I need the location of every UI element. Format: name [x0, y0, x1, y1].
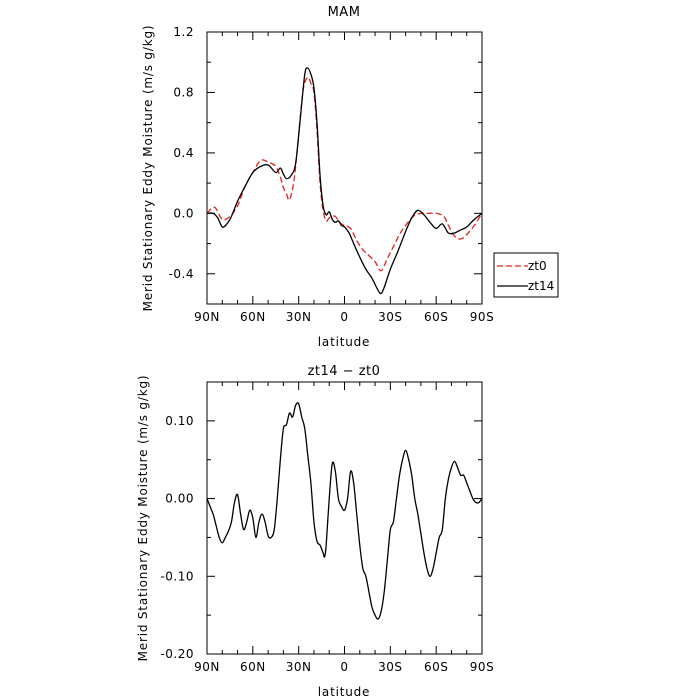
top-axis-ticks	[206, 31, 483, 304]
top-x-tick-labels: 90N 60N 30N 0 30S 60S 90S	[194, 310, 494, 324]
bottom-x-tick-label: 90S	[470, 660, 494, 674]
legend-box	[493, 252, 559, 298]
top-y-axis-label: Merid Stationary Eddy Moisture (m/s g/kg…	[141, 25, 155, 312]
bottom-x-tick-label: 30N	[286, 660, 312, 674]
top-y-tick-label: 0.8	[173, 85, 194, 99]
bottom-x-axis-label: latitude	[318, 685, 370, 699]
bottom-y-tick-labels: -0.20 -0.10 0.00 0.10	[160, 414, 194, 661]
bottom-x-tick-label: 60S	[424, 660, 448, 674]
top-y-tick-label: 0.0	[173, 206, 194, 220]
top-x-tick-label: 90N	[194, 310, 220, 324]
top-y-tick-label: 0.4	[173, 146, 194, 160]
top-x-tick-label: 60S	[424, 310, 448, 324]
bottom-y-axis-label: Merid Stationary Eddy Moisture (m/s g/kg…	[136, 375, 150, 662]
bottom-y-tick-label: -0.10	[160, 569, 194, 583]
top-x-tick-label: 0	[340, 310, 348, 324]
top-x-tick-label: 90S	[470, 310, 494, 324]
top-x-tick-label: 30N	[286, 310, 312, 324]
legend-label-zt14: zt14	[528, 279, 554, 293]
bottom-axis-ticks	[206, 381, 483, 655]
legend: zt0 zt14	[493, 252, 559, 298]
bottom-series-line-difference	[206, 402, 483, 620]
bottom-series-lines	[206, 402, 483, 620]
top-panel: MAM 90N 60N 30N 0 30S 60S 90S -0.4 0.0 0.4 0.8 1.2…	[141, 5, 559, 349]
bottom-y-tick-label: 0.00	[165, 492, 194, 506]
bottom-x-tick-label: 60N	[240, 660, 266, 674]
bottom-y-tick-label: -0.20	[160, 647, 194, 661]
bottom-chart-title: zt14 − zt0	[308, 364, 381, 379]
top-x-tick-label: 30S	[378, 310, 402, 324]
bottom-x-tick-label: 30S	[378, 660, 402, 674]
bottom-x-tick-label: 0	[340, 660, 348, 674]
top-x-tick-label: 60N	[240, 310, 266, 324]
top-series-line-zt14	[206, 67, 483, 295]
top-x-axis-label: latitude	[318, 335, 370, 349]
bottom-panel: zt14 − zt0 90N 60N 30N 0 30S 60S 90S -0.20 -0.1…	[136, 364, 494, 699]
top-y-tick-labels: -0.4 0.0 0.4 0.8 1.2	[169, 25, 194, 281]
top-series-lines	[206, 67, 483, 295]
bottom-y-tick-label: 0.10	[165, 414, 194, 428]
top-plot-frame	[206, 31, 483, 305]
top-y-tick-label: 1.2	[173, 25, 194, 39]
legend-label-zt0: zt0	[528, 259, 547, 273]
top-chart-title: MAM	[328, 5, 361, 20]
top-y-tick-label: -0.4	[169, 267, 194, 281]
bottom-x-tick-labels: 90N 60N 30N 0 30S 60S 90S	[194, 660, 494, 674]
bottom-x-tick-label: 90N	[194, 660, 220, 674]
top-series-line-zt0	[206, 76, 483, 272]
